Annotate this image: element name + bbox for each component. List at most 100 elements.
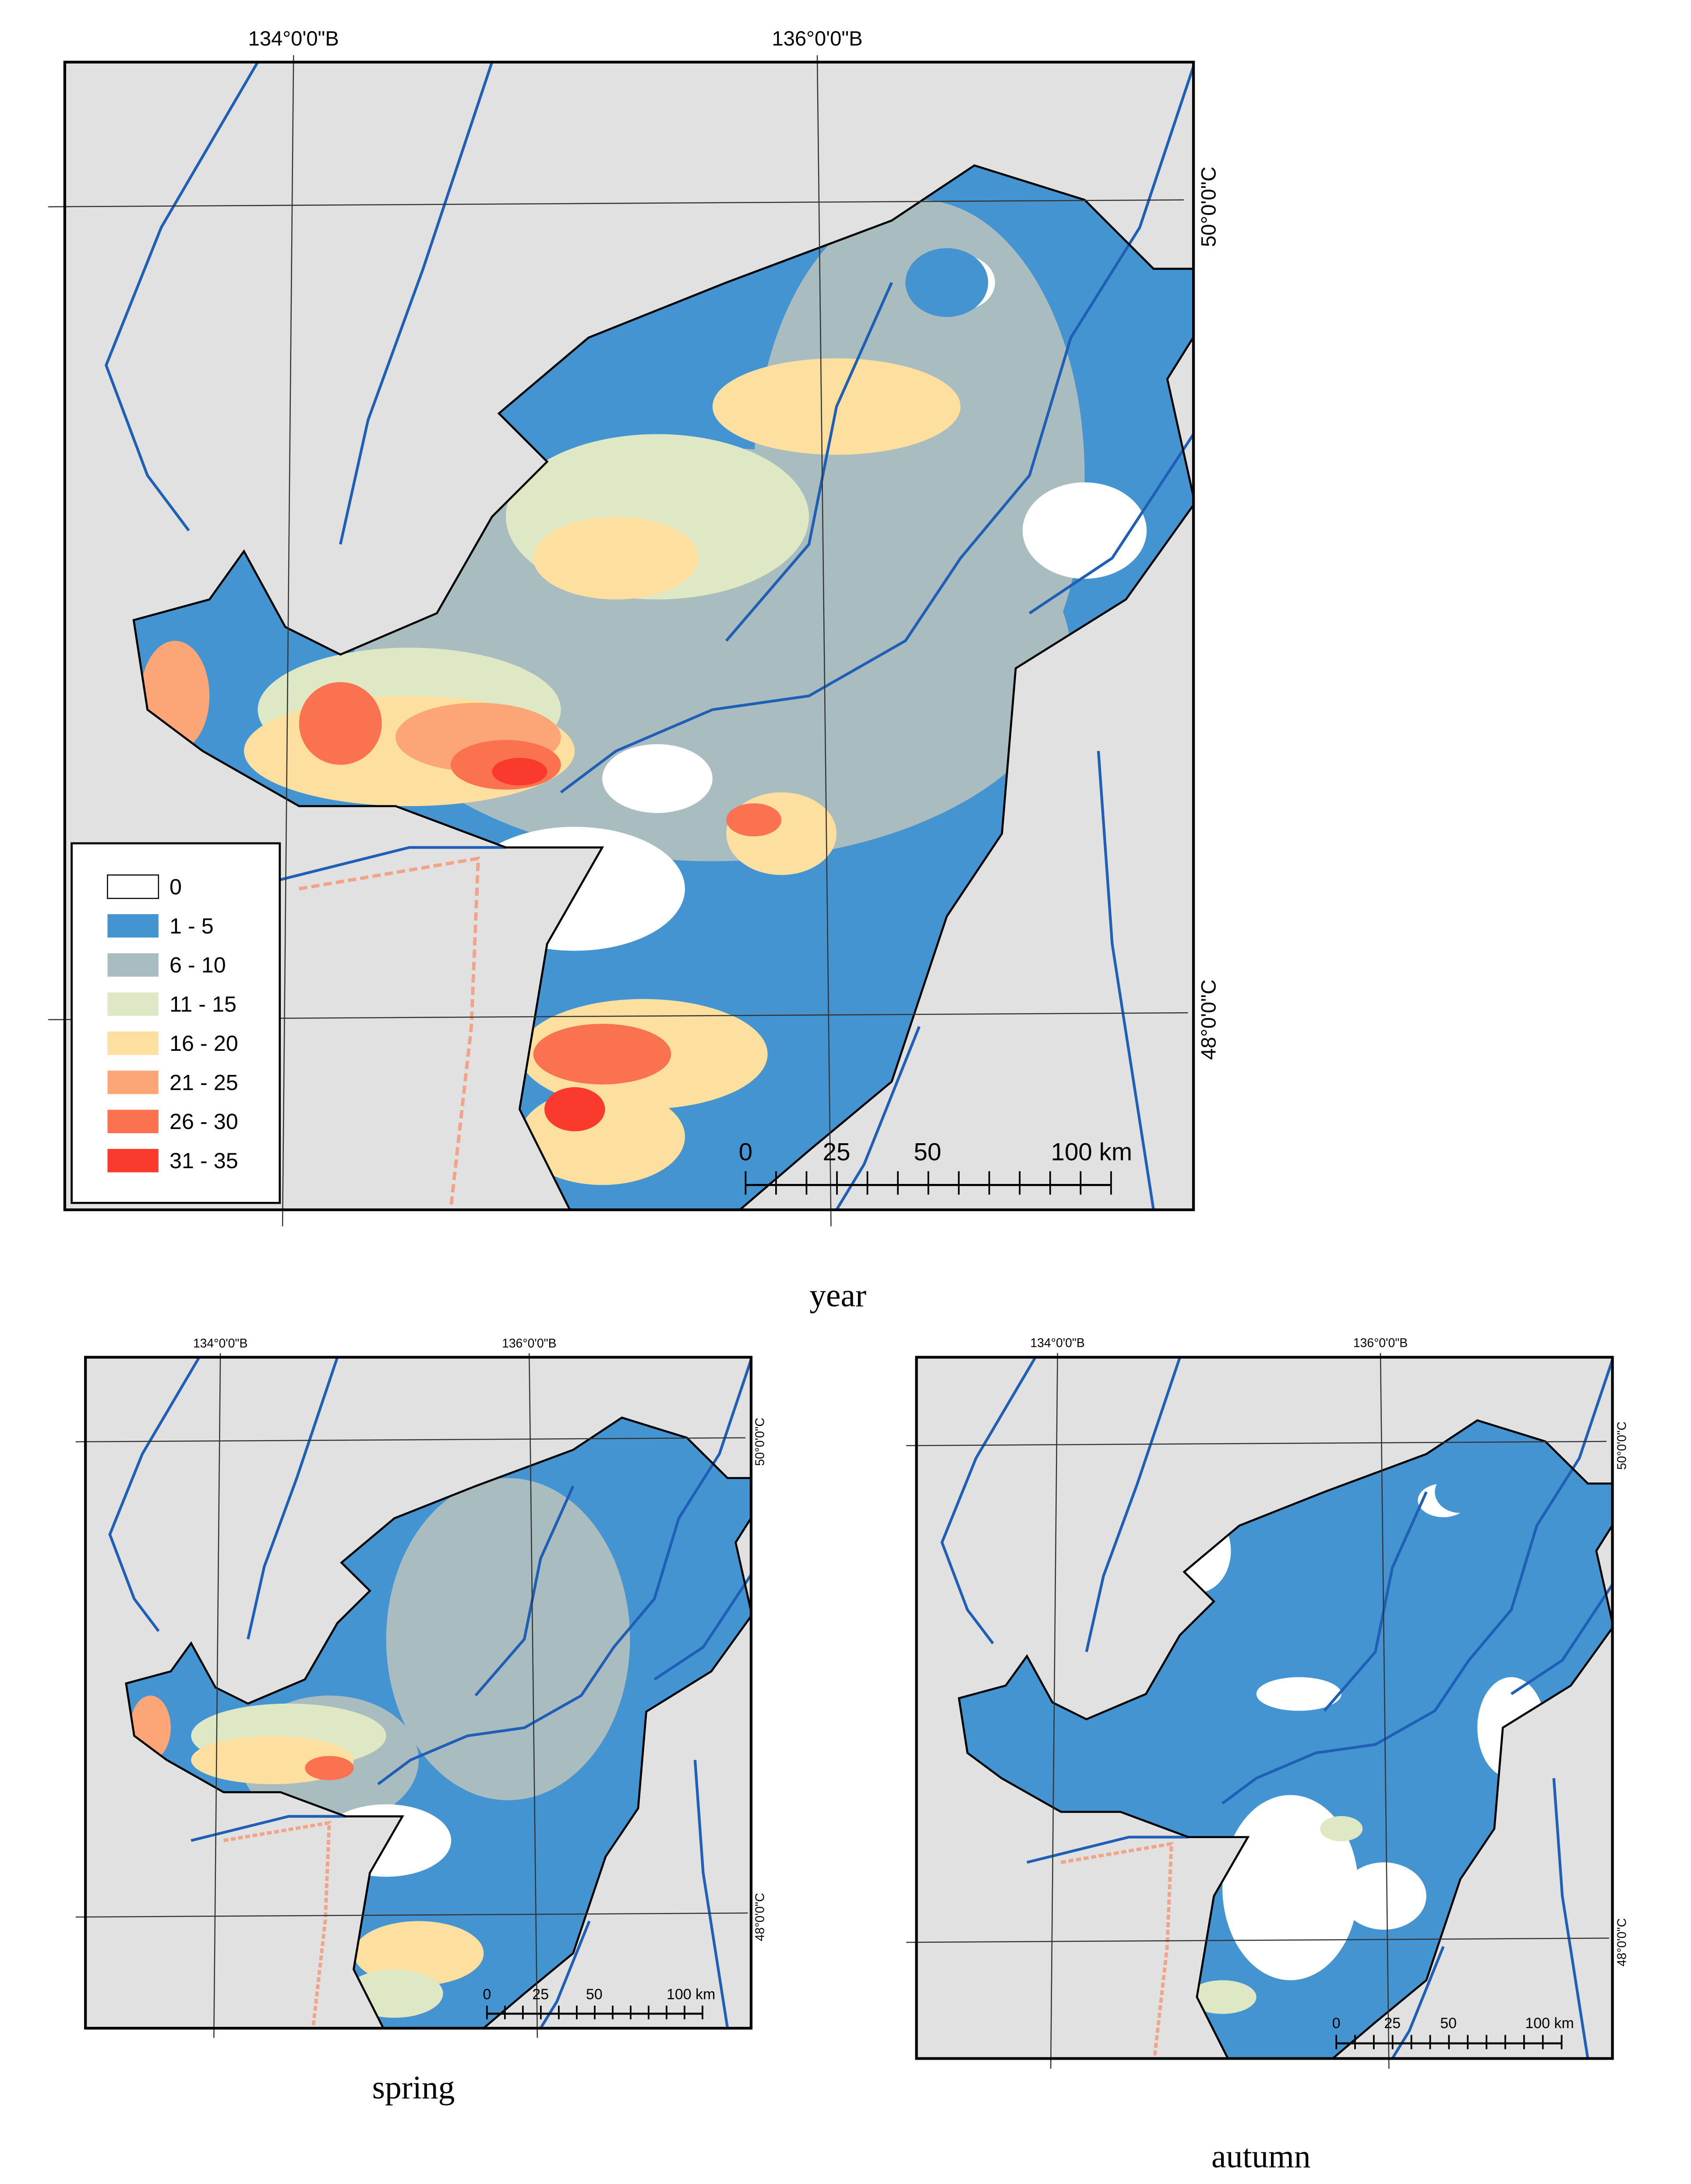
scale-label: 25: [1384, 2015, 1401, 2032]
legend-swatch: [107, 914, 159, 938]
legend-label: 0: [169, 874, 182, 899]
meridian: [282, 55, 294, 1226]
scale-label: 0: [739, 1138, 753, 1166]
zone: [1022, 482, 1147, 579]
legend-swatch: [107, 1148, 159, 1173]
zone: [305, 1756, 354, 1780]
frame: [84, 1356, 753, 2030]
map-panel: [906, 1353, 1614, 2069]
map-content: [916, 1357, 1613, 2059]
map-content: [64, 62, 1194, 1210]
river: [725, 282, 893, 642]
meridian: [816, 55, 832, 1226]
latitude-label: 48°0'0"C: [753, 1893, 767, 1941]
zone: [1341, 1862, 1426, 1930]
latitude-label: 48°0'0"C: [1615, 1918, 1629, 1966]
legend-label: 6 - 10: [169, 952, 226, 977]
longitude-label: 134°0'0"B: [193, 1337, 247, 1351]
river: [1097, 750, 1155, 1210]
latitude-label: 50°0'0"C: [1615, 1422, 1629, 1470]
legend-swatch: [107, 992, 159, 1016]
zone: [754, 200, 1085, 751]
zone: [1222, 1795, 1359, 1980]
longitude-label: 134°0'0"B: [248, 27, 339, 50]
map-content: [85, 1357, 751, 2029]
border: [1060, 1842, 1173, 2059]
meridian: [213, 1353, 221, 2038]
latitude-label: 50°0'0"C: [753, 1418, 767, 1466]
zone: [353, 1921, 484, 1986]
zone: [492, 757, 547, 786]
river: [339, 62, 494, 545]
river: [1028, 433, 1194, 615]
scale-label: 50: [586, 1986, 603, 2003]
meridian: [1050, 1353, 1058, 2069]
legend-label: 16 - 20: [169, 1031, 238, 1056]
zone: [533, 517, 699, 600]
scale-label: 50: [914, 1138, 941, 1166]
river: [1085, 1357, 1182, 1652]
map-panel: [48, 55, 1195, 1226]
river: [1511, 1584, 1613, 1695]
longitude-label: 136°0'0"B: [1353, 1336, 1408, 1350]
river: [1552, 1778, 1589, 2059]
legend-box: [71, 842, 281, 1204]
parallel: [75, 1437, 745, 1443]
scale-label: 25: [532, 1986, 549, 2003]
river: [377, 1357, 751, 1786]
legend-swatch: [107, 874, 159, 899]
parallel: [906, 1937, 1609, 1943]
border: [299, 856, 480, 1210]
caption: year: [809, 1277, 866, 1314]
zone: [1188, 1980, 1257, 2014]
scale-label: 0: [483, 1986, 491, 2003]
zone: [726, 803, 782, 837]
river: [1027, 1835, 1189, 1864]
legend-swatch: [107, 953, 159, 977]
scale-label: 100 km: [667, 1986, 715, 2003]
longitude-label: 136°0'0"B: [772, 27, 862, 50]
legend-label: 1 - 5: [169, 913, 214, 938]
parallel: [75, 1912, 748, 1918]
zone: [602, 744, 713, 813]
zone: [1320, 1816, 1363, 1842]
region-zones: [130, 1466, 630, 2018]
map-panel: [75, 1353, 753, 2038]
scale-label: 100 km: [1525, 2015, 1574, 2032]
river: [191, 1815, 346, 1842]
river: [560, 62, 1194, 794]
legend-label: 31 - 35: [169, 1148, 238, 1173]
zone: [1256, 1677, 1342, 1711]
zone: [905, 248, 988, 317]
scale-label: 100 km: [1051, 1138, 1132, 1166]
meridian: [1380, 1353, 1390, 2069]
latitude-label: 48°0'0"C: [1197, 979, 1220, 1060]
caption: spring: [372, 2070, 455, 2106]
legend-label: 26 - 30: [169, 1109, 238, 1134]
legend-swatch: [107, 1071, 159, 1094]
river: [244, 846, 506, 890]
legend-swatch: [107, 1031, 159, 1055]
river: [1391, 1946, 1445, 2059]
river: [539, 1920, 591, 2029]
zone: [544, 1087, 605, 1131]
scale-label: 50: [1440, 2015, 1457, 2032]
frame: [63, 60, 1195, 1212]
river: [1221, 1357, 1613, 1805]
parallel: [48, 199, 1184, 208]
legend-label: 11 - 15: [169, 992, 237, 1017]
zone: [533, 1024, 671, 1085]
river: [108, 1357, 201, 1632]
scale-label: 0: [1332, 2015, 1341, 2032]
region-zones: [140, 200, 1147, 1185]
longitude-label: 136°0'0"B: [502, 1337, 556, 1351]
parallel: [906, 1441, 1607, 1446]
scale-label: 25: [823, 1138, 851, 1166]
legend: 0 1 - 5 6 - 10 11 - 15 16 - 20 21 - 25 26 - 30…: [71, 842, 281, 1204]
meridian: [529, 1353, 538, 2038]
legend-label: 21 - 25: [169, 1070, 238, 1095]
river: [940, 1357, 1037, 1645]
zone: [386, 1478, 630, 1800]
zone: [581, 1466, 630, 1507]
